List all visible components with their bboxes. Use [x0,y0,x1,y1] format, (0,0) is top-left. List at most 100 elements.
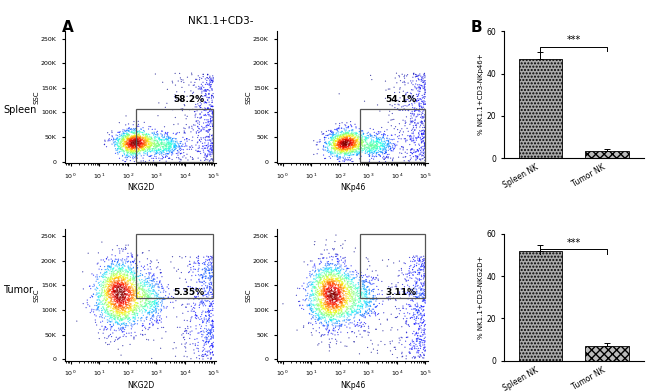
Point [176,140,186,147]
Point [337,296,347,303]
Point [193,132,203,139]
Point [312,290,322,297]
Point [153,143,164,149]
Point [332,253,342,260]
Point [375,147,385,153]
Point [202,284,213,290]
Point [125,126,136,132]
Point [369,296,380,302]
Point [138,332,148,338]
Point [391,123,401,130]
Point [356,288,366,294]
Point [147,142,157,149]
Point [333,140,343,146]
Point [111,305,121,312]
Point [128,307,138,314]
Point [310,316,320,323]
Point [332,138,342,144]
Point [121,299,131,305]
Point [119,283,129,290]
Point [124,315,134,321]
Point [138,158,149,164]
Point [122,132,133,138]
Point [302,281,313,287]
Point [107,281,117,287]
Point [110,275,120,281]
Point [114,301,125,307]
Point [208,305,218,312]
Point [326,285,336,291]
Point [197,106,207,113]
Point [151,290,162,296]
Point [324,289,335,295]
Point [180,276,190,282]
Point [322,276,332,282]
Point [168,140,178,146]
Point [155,295,166,301]
Point [113,269,124,276]
Point [139,139,150,145]
Point [196,134,206,141]
Point [86,271,97,277]
Point [124,297,134,303]
Point [329,301,339,308]
Point [194,278,205,284]
Point [120,290,130,297]
Point [413,96,423,102]
Point [151,142,162,149]
Point [116,352,126,358]
Point [372,283,382,290]
Point [335,291,346,297]
Point [123,258,133,265]
Point [138,283,148,290]
Point [318,308,329,314]
Point [343,150,354,156]
Point [118,324,129,330]
Point [332,308,342,314]
Point [341,142,351,148]
Point [385,140,395,146]
Point [153,299,163,306]
Point [127,270,137,276]
Point [154,142,164,149]
Point [151,143,162,149]
Point [371,145,382,152]
Point [158,147,168,154]
Point [194,277,204,283]
Point [130,313,140,319]
Point [344,136,354,143]
Point [363,151,374,158]
Point [320,270,330,277]
Point [206,107,216,113]
Point [410,116,421,122]
Point [203,134,213,140]
Point [144,145,155,151]
Point [402,274,412,280]
Point [186,79,196,85]
Point [156,269,166,276]
Point [369,148,379,154]
Point [324,132,334,138]
Point [342,146,352,152]
Point [357,291,367,297]
Point [132,321,142,327]
Point [199,286,209,292]
Point [118,310,128,316]
Point [332,265,343,272]
Point [196,331,207,338]
Point [127,143,138,149]
Point [116,289,126,296]
Point [129,142,140,148]
Point [124,283,134,290]
Point [337,306,347,312]
Point [334,285,345,291]
Point [139,293,150,299]
Point [362,134,372,141]
Point [202,298,212,304]
Point [332,296,343,303]
Point [316,259,326,265]
Point [98,283,109,289]
Point [420,94,430,100]
Point [329,142,339,148]
Point [144,272,155,278]
